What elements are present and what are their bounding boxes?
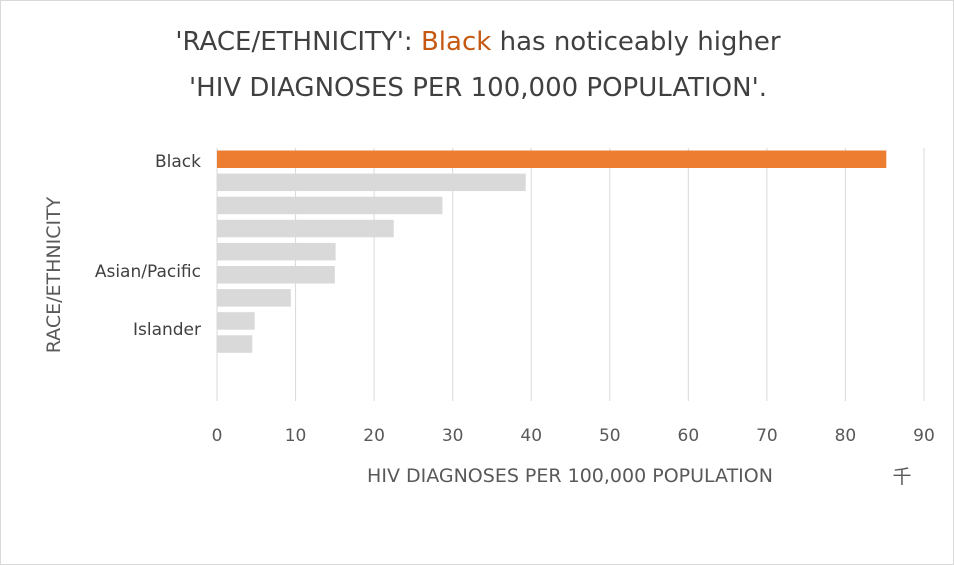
bar (217, 289, 291, 307)
title-prefix: 'RACE/ETHNICITY': (175, 27, 421, 57)
x-tick-label: 40 (520, 426, 542, 446)
x-tick-label: 20 (363, 426, 385, 446)
bar (217, 242, 336, 261)
y-category-label: Black (155, 152, 201, 172)
x-tick-label: 90 (913, 426, 935, 446)
x-tick-label: 70 (756, 426, 778, 446)
bar (217, 196, 443, 215)
x-tick-label: 50 (599, 426, 621, 446)
bar (217, 266, 335, 284)
bar (217, 219, 394, 238)
x-tick-label: 10 (285, 426, 307, 446)
unit-label: 千 (892, 466, 911, 488)
x-tick-label: 30 (442, 426, 464, 446)
chart-title-line-2: 'HIV DIAGNOSES PER 100,000 POPULATION'. (189, 73, 767, 103)
title-highlight: Black (420, 27, 492, 57)
x-tick-label: 60 (678, 426, 700, 446)
x-axis-title: HIV DIAGNOSES PER 100,000 POPULATION (367, 465, 773, 487)
y-category-label: Islander (133, 320, 201, 340)
x-tick-label: 80 (835, 426, 857, 446)
title-suffix: has noticeably higher (491, 27, 781, 57)
y-axis-title: RACE/ETHNICITY (43, 196, 65, 353)
bar (217, 173, 526, 192)
bar (217, 312, 255, 330)
x-tick-label: 0 (212, 426, 223, 446)
bar (217, 335, 253, 353)
y-category-label: Asian/Pacific (95, 262, 201, 282)
chart-title-line-1: 'RACE/ETHNICITY': Black has noticeably h… (1, 27, 954, 57)
bar-highlighted (217, 150, 887, 168)
